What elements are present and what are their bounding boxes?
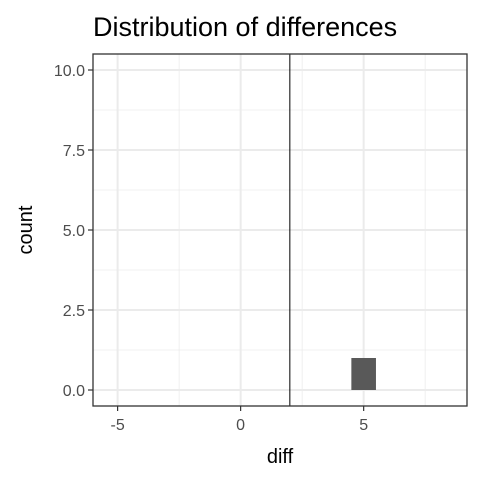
x-tick-label: 5 [359, 417, 368, 434]
y-tick-label: 0.0 [63, 383, 85, 400]
y-tick-label: 5.0 [63, 223, 85, 240]
major-gridlines [93, 54, 467, 406]
x-axis: -5 0 5 [110, 406, 368, 434]
y-axis-title: count [15, 205, 37, 254]
plot-panel [92, 53, 468, 407]
x-axis-title: diff [267, 446, 294, 468]
y-tick-label: 10.0 [54, 63, 85, 80]
y-tick-label: 7.5 [63, 143, 85, 160]
chart-title: Distribution of differences [93, 12, 397, 42]
x-tick-label: -5 [110, 417, 124, 434]
histogram-bars [351, 358, 376, 390]
y-axis: 0.0 2.5 5.0 7.5 10.0 [54, 63, 93, 400]
y-tick-label: 2.5 [63, 303, 85, 320]
histogram-bar [351, 358, 376, 390]
x-tick-label: 0 [236, 417, 245, 434]
